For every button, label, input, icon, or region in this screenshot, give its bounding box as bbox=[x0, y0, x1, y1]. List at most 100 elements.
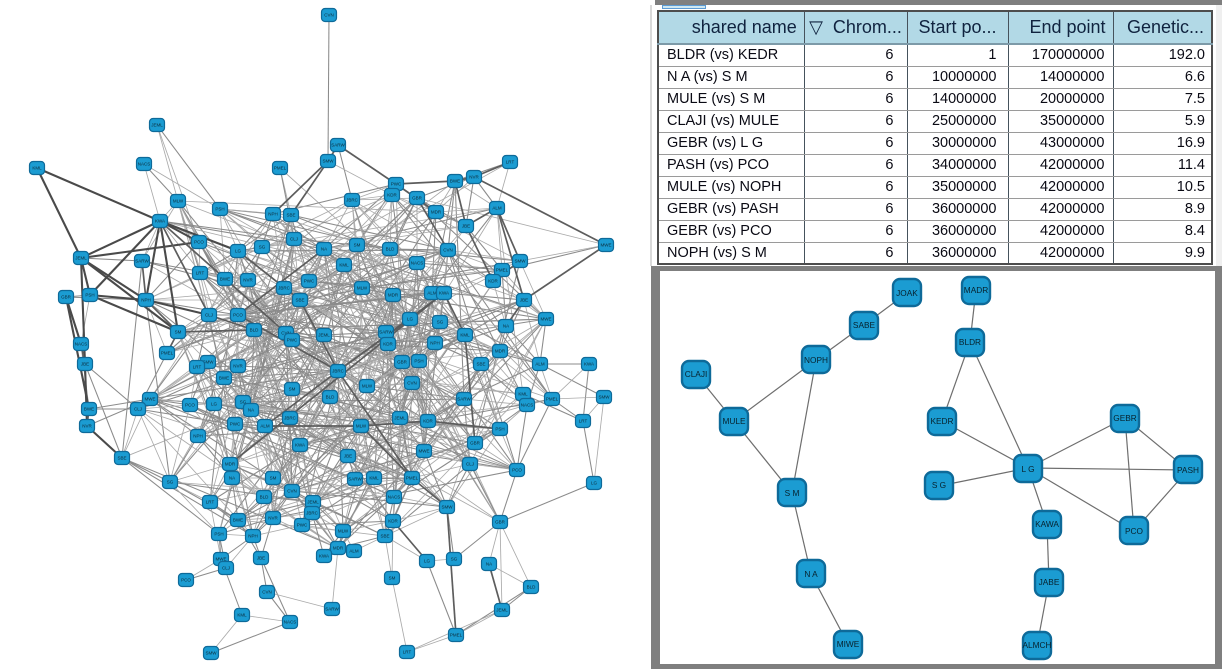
svg-text:NVR: NVR bbox=[82, 424, 92, 429]
svg-text:SMW: SMW bbox=[442, 505, 454, 510]
svg-text:CVN: CVN bbox=[287, 489, 297, 494]
svg-text:PMEL: PMEL bbox=[546, 397, 559, 402]
svg-text:KEDR: KEDR bbox=[930, 416, 953, 426]
svg-text:MWE: MWE bbox=[601, 243, 612, 248]
svg-text:MDR: MDR bbox=[388, 293, 399, 298]
svg-text:ALM: ALM bbox=[427, 291, 437, 296]
svg-text:KAWA: KAWA bbox=[1035, 519, 1059, 529]
svg-text:MDR: MDR bbox=[333, 546, 344, 551]
svg-text:SBE: SBE bbox=[295, 298, 304, 303]
svg-text:PMEL: PMEL bbox=[450, 633, 463, 638]
svg-text:SMW: SMW bbox=[515, 259, 527, 264]
svg-text:SG: SG bbox=[240, 400, 247, 405]
svg-text:JBRC: JBRC bbox=[346, 198, 359, 203]
svg-text:GBR: GBR bbox=[470, 441, 481, 446]
svg-text:PMEL: PMEL bbox=[274, 166, 287, 171]
svg-text:SBE: SBE bbox=[286, 213, 295, 218]
svg-text:ALM: ALM bbox=[260, 424, 270, 429]
svg-text:GEBR: GEBR bbox=[1113, 413, 1137, 423]
svg-text:PCO: PCO bbox=[1125, 526, 1144, 536]
svg-text:JEML: JEML bbox=[75, 256, 87, 261]
svg-text:KWA: KWA bbox=[155, 219, 165, 224]
svg-text:GBR: GBR bbox=[412, 196, 423, 201]
svg-text:CLJ: CLJ bbox=[466, 462, 474, 467]
svg-text:PWC: PWC bbox=[297, 523, 308, 528]
svg-text:KML: KML bbox=[32, 166, 42, 171]
svg-text:LRT: LRT bbox=[403, 650, 412, 655]
svg-text:NA: NA bbox=[229, 476, 235, 481]
svg-text:SARW: SARW bbox=[135, 259, 149, 264]
svg-text:PWC: PWC bbox=[230, 422, 241, 427]
svg-text:SM: SM bbox=[389, 576, 396, 581]
svg-text:MADR: MADR bbox=[964, 285, 988, 295]
svg-text:MIWE: MIWE bbox=[837, 639, 860, 649]
svg-text:BLD: BLD bbox=[260, 495, 270, 500]
svg-text:LRT: LRT bbox=[579, 419, 588, 424]
svg-text:NVR: NVR bbox=[469, 175, 479, 180]
svg-text:ALM: ALM bbox=[492, 206, 502, 211]
svg-text:SARW: SARW bbox=[379, 330, 393, 335]
svg-text:NPH: NPH bbox=[430, 341, 440, 346]
svg-text:KML: KML bbox=[369, 476, 379, 481]
svg-text:NPH: NPH bbox=[248, 534, 258, 539]
svg-text:PASH: PASH bbox=[1177, 465, 1199, 475]
svg-text:KWA: KWA bbox=[584, 362, 594, 367]
svg-text:MLW: MLW bbox=[338, 529, 349, 534]
svg-text:GBR: GBR bbox=[397, 360, 408, 365]
svg-text:PSH: PSH bbox=[495, 427, 504, 432]
svg-text:NVR: NVR bbox=[233, 364, 243, 369]
svg-text:PCO: PCO bbox=[194, 240, 204, 245]
svg-text:KWA: KWA bbox=[319, 554, 329, 559]
svg-text:MWE: MWE bbox=[541, 317, 552, 322]
svg-text:LRT: LRT bbox=[206, 500, 215, 505]
svg-text:MWE: MWE bbox=[216, 557, 227, 562]
svg-text:NA: NA bbox=[321, 247, 327, 252]
svg-text:KDR: KDR bbox=[383, 342, 393, 347]
svg-text:KDR: KDR bbox=[388, 519, 398, 524]
svg-text:CVN: CVN bbox=[262, 590, 272, 595]
svg-text:MULE: MULE bbox=[722, 416, 746, 426]
svg-text:CLJ: CLJ bbox=[134, 407, 142, 412]
svg-text:SBE: SBE bbox=[117, 456, 126, 461]
svg-text:NACS: NACS bbox=[388, 495, 401, 500]
svg-text:CLJ: CLJ bbox=[205, 313, 213, 318]
svg-text:SMW: SMW bbox=[206, 651, 218, 656]
svg-text:LRT: LRT bbox=[506, 160, 515, 165]
svg-text:KML: KML bbox=[460, 333, 470, 338]
svg-text:NACS: NACS bbox=[411, 261, 424, 266]
svg-text:PSH: PSH bbox=[214, 532, 223, 537]
svg-text:SMW: SMW bbox=[203, 360, 215, 365]
svg-text:BWE: BWE bbox=[220, 277, 230, 282]
svg-text:KDR: KDR bbox=[387, 193, 397, 198]
svg-text:BLD: BLD bbox=[326, 395, 336, 400]
svg-text:KML: KML bbox=[339, 263, 349, 268]
svg-text:BWE: BWE bbox=[219, 376, 229, 381]
svg-text:CVN: CVN bbox=[407, 381, 417, 386]
svg-text:SG: SG bbox=[259, 245, 266, 250]
svg-text:L G: L G bbox=[1021, 464, 1034, 474]
svg-text:MDR: MDR bbox=[431, 210, 442, 215]
svg-text:NPH: NPH bbox=[193, 434, 203, 439]
svg-text:GBR: GBR bbox=[61, 295, 72, 300]
svg-text:NACS: NACS bbox=[521, 403, 534, 408]
svg-text:JBE: JBE bbox=[344, 454, 352, 459]
svg-text:CVN: CVN bbox=[443, 248, 453, 253]
svg-text:LG: LG bbox=[211, 402, 218, 407]
svg-text:PCO: PCO bbox=[185, 403, 195, 408]
svg-text:LG: LG bbox=[591, 481, 598, 486]
svg-text:SM: SM bbox=[354, 243, 361, 248]
svg-text:SM: SM bbox=[289, 387, 296, 392]
svg-text:JEML: JEML bbox=[318, 333, 330, 338]
svg-text:NOPH: NOPH bbox=[804, 355, 828, 365]
svg-text:CVN: CVN bbox=[281, 331, 291, 336]
svg-text:PWC: PWC bbox=[287, 338, 298, 343]
svg-text:PCO: PCO bbox=[233, 313, 243, 318]
svg-text:NA: NA bbox=[486, 562, 492, 567]
svg-text:MLW: MLW bbox=[173, 199, 184, 204]
svg-text:S M: S M bbox=[785, 488, 800, 498]
svg-text:SG: SG bbox=[437, 320, 444, 325]
svg-text:PSH: PSH bbox=[414, 359, 423, 364]
svg-text:MWE: MWE bbox=[145, 397, 156, 402]
svg-text:JEML: JEML bbox=[496, 608, 508, 613]
svg-text:KWA: KWA bbox=[295, 443, 305, 448]
